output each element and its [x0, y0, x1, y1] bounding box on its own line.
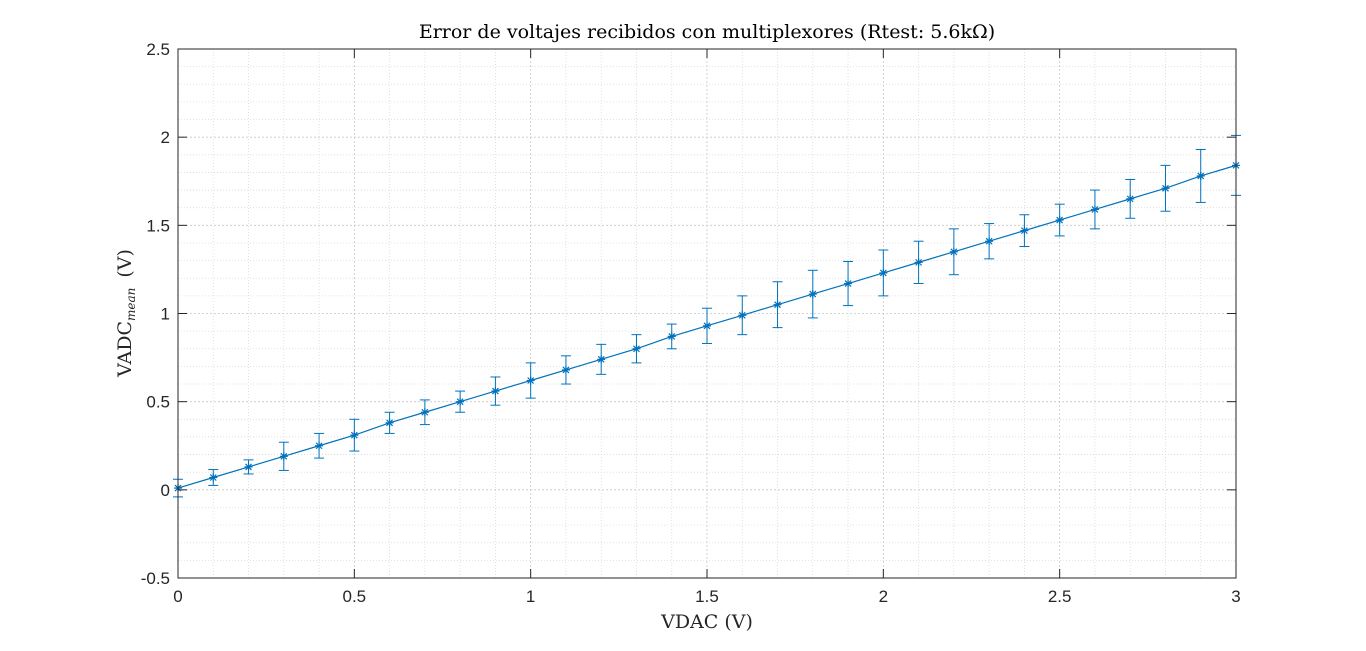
marker-stroke [280, 452, 288, 460]
y-tick-label: 2.5 [146, 40, 170, 59]
marker-stroke [1091, 206, 1099, 213]
data-point [385, 418, 394, 427]
data-point [1196, 171, 1205, 180]
x-tick-label: 1.5 [695, 587, 719, 606]
marker-stroke [245, 463, 252, 471]
data-point [1126, 194, 1135, 203]
marker-stroke [738, 311, 746, 319]
y-axis-label-sub: mean [124, 288, 138, 321]
marker-stroke [315, 442, 323, 450]
data-point [279, 452, 288, 461]
data-point [315, 441, 324, 450]
marker-stroke [562, 366, 570, 374]
data-point [597, 355, 606, 364]
x-tick-label: 3 [1231, 587, 1240, 606]
y-tick-label: -0.5 [141, 569, 170, 588]
x-tick-label: 0.5 [343, 587, 367, 606]
y-tick-label: 0 [161, 481, 170, 500]
data-point [1161, 184, 1170, 193]
tick-marks [177, 48, 1237, 579]
data-point [773, 300, 782, 309]
marker-stroke [703, 322, 711, 330]
data-point [808, 290, 817, 299]
data-point [420, 408, 429, 417]
y-tick-label: 1 [161, 305, 170, 324]
y-tick-label: 1.5 [146, 216, 170, 235]
data-point [949, 247, 958, 256]
marker-stroke [668, 332, 676, 340]
data-point [561, 365, 570, 374]
x-tick-label: 2.5 [1048, 587, 1072, 606]
y-axis-label-main: VADC [114, 321, 136, 378]
marker-stroke [527, 377, 535, 384]
marker-stroke [1020, 227, 1028, 235]
data-point [703, 321, 711, 330]
data-point [526, 376, 535, 385]
marker-stroke [386, 419, 394, 427]
data-point [879, 268, 888, 277]
marker-stroke [350, 431, 358, 439]
y-tick-label: 2 [161, 128, 170, 147]
marker-stroke [1162, 184, 1169, 192]
y-axis-label-unit: (V) [114, 249, 136, 278]
y-tick-labels: -0.5 0 0.5 1 1.5 2 2.5 [141, 40, 170, 588]
marker-stroke [950, 248, 958, 256]
x-tick-label: 2 [879, 587, 888, 606]
data-point [1055, 216, 1064, 225]
marker-stroke [421, 408, 429, 416]
data-point [985, 237, 994, 246]
marker-stroke [491, 387, 499, 395]
marker-stroke [915, 258, 923, 266]
data-point [456, 397, 465, 406]
marker-stroke [809, 290, 817, 298]
y-tick-label: 0.5 [146, 393, 170, 412]
series-layer [173, 134, 1241, 498]
marker-stroke [1126, 195, 1134, 203]
x-tick-label: 0 [173, 587, 182, 606]
chart-title: Error de voltajes recibidos con multiple… [419, 21, 995, 43]
x-axis-label: VDAC (V) [660, 611, 753, 633]
data-point [914, 258, 923, 267]
data-point [350, 431, 359, 440]
x-tick-label: 1 [526, 587, 535, 606]
marker-stroke [456, 398, 464, 406]
marker-stroke [1056, 216, 1064, 224]
data-point [1090, 205, 1099, 214]
data-point [1020, 226, 1029, 235]
data-point [209, 473, 218, 482]
marker-stroke [879, 269, 887, 277]
marker-stroke [633, 345, 640, 353]
marker-stroke [1197, 172, 1205, 180]
data-point [667, 332, 676, 341]
data-point [844, 279, 853, 288]
y-axis-label: VADCmean (V) [114, 249, 138, 378]
marker-stroke [985, 237, 993, 245]
x-tick-labels: 0 0.5 1 1.5 2 2.5 3 [173, 587, 1240, 606]
marker-stroke [774, 301, 781, 309]
marker-stroke [844, 280, 852, 287]
data-point [632, 344, 641, 353]
data-point [244, 462, 253, 471]
marker-stroke [209, 474, 217, 481]
marker-stroke [597, 355, 605, 363]
data-point [738, 311, 747, 320]
data-point [491, 387, 500, 396]
